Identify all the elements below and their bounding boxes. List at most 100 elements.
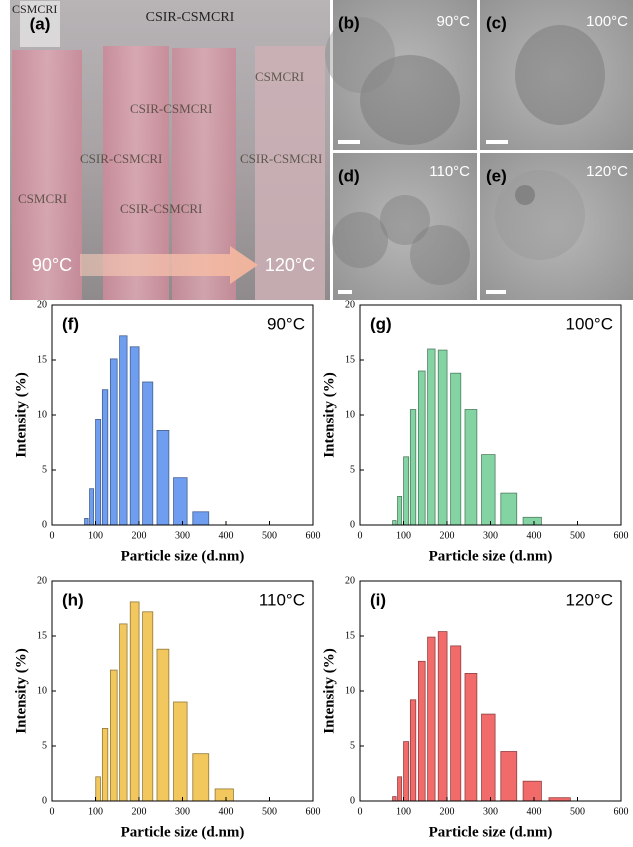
bar xyxy=(119,335,128,526)
bar xyxy=(101,728,109,802)
y-tick-label: 5 xyxy=(350,740,355,751)
x-tick-label: 600 xyxy=(306,530,321,541)
y-axis-title: Intensity (%) xyxy=(13,372,29,457)
bar xyxy=(392,796,397,802)
bar xyxy=(173,701,188,802)
y-tick-label: 0 xyxy=(350,519,355,530)
temp-start: 90°C xyxy=(32,255,72,275)
scale-bar xyxy=(338,140,360,144)
panel-temp: 110°C xyxy=(259,590,305,609)
bar xyxy=(142,381,154,526)
bar xyxy=(119,623,128,802)
y-tick-label: 15 xyxy=(37,630,47,641)
y-tick-label: 10 xyxy=(345,685,355,696)
x-tick-label: 200 xyxy=(132,530,147,541)
particle xyxy=(360,55,460,145)
panel-label: (d) xyxy=(338,166,360,185)
photo-a: (a) CSMCRI CSIR-CSMCRI CSIR-CSMCRI CSIR-… xyxy=(10,0,330,300)
bar xyxy=(101,389,109,526)
bar xyxy=(409,699,417,802)
x-tick-label: 600 xyxy=(306,806,321,817)
bar xyxy=(397,495,403,526)
panel-temp: 90°C xyxy=(267,314,305,333)
bar xyxy=(192,511,210,526)
y-tick-label: 20 xyxy=(37,575,47,586)
x-tick-label: 400 xyxy=(219,806,234,817)
bar xyxy=(156,429,170,526)
particle xyxy=(325,17,395,93)
panel-temp: 90°C xyxy=(436,13,470,30)
panel-label: (a) xyxy=(30,14,51,33)
particle xyxy=(495,170,585,260)
y-tick-label: 15 xyxy=(345,354,355,365)
x-tick-label: 200 xyxy=(440,530,455,541)
x-tick-label: 0 xyxy=(50,530,55,541)
x-tick-label: 400 xyxy=(527,806,542,817)
bar xyxy=(481,713,496,802)
bar xyxy=(437,349,448,526)
y-tick-label: 20 xyxy=(37,299,47,310)
tem-image xyxy=(333,153,477,300)
y-tick-label: 0 xyxy=(350,795,355,806)
panel-label: (f) xyxy=(62,314,79,333)
bar xyxy=(156,648,170,802)
panel-temp: 100°C xyxy=(566,314,613,333)
scale-bar xyxy=(486,290,506,294)
bar xyxy=(142,611,154,802)
x-axis-title: Particle size (d.nm) xyxy=(429,548,553,564)
particle xyxy=(515,25,605,125)
bar xyxy=(409,409,417,526)
bar xyxy=(522,516,542,526)
bar xyxy=(214,788,234,802)
tem-panels: (b) 90°C (c) 100°C (d) 110°C (e) 120°C xyxy=(325,0,633,300)
x-tick-label: 0 xyxy=(358,530,363,541)
bar xyxy=(129,601,140,802)
y-tick-label: 15 xyxy=(37,354,47,365)
bar xyxy=(500,751,518,802)
x-tick-label: 500 xyxy=(570,530,585,541)
scale-bar xyxy=(338,290,352,294)
panel-label: (c) xyxy=(486,13,507,32)
watermark: CSIR-CSMCRI xyxy=(120,201,202,216)
watermark: CSIR-CSMCRI xyxy=(130,101,212,116)
x-tick-label: 100 xyxy=(88,530,103,541)
bar xyxy=(84,518,89,526)
bar xyxy=(109,669,118,802)
bar xyxy=(522,780,542,802)
particle xyxy=(380,195,430,245)
y-tick-label: 15 xyxy=(345,630,355,641)
x-tick-label: 500 xyxy=(570,806,585,817)
bar xyxy=(427,636,436,802)
particle xyxy=(515,185,535,205)
bar xyxy=(481,454,496,526)
bar xyxy=(89,488,95,526)
cuvette xyxy=(12,50,82,300)
particle xyxy=(332,212,388,268)
bar xyxy=(500,492,518,526)
x-tick-label: 0 xyxy=(358,806,363,817)
bar xyxy=(95,776,101,802)
y-tick-label: 20 xyxy=(345,299,355,310)
x-tick-label: 200 xyxy=(440,806,455,817)
panel-temp: 100°C xyxy=(586,13,628,30)
y-tick-label: 5 xyxy=(350,464,355,475)
bar xyxy=(417,370,426,526)
bar xyxy=(109,358,118,526)
x-tick-label: 400 xyxy=(219,530,234,541)
watermark: CSIR-CSMCRI xyxy=(240,151,322,166)
bar xyxy=(173,477,188,526)
scale-bar xyxy=(486,140,508,144)
x-axis-title: Particle size (d.nm) xyxy=(429,824,553,840)
panel-label: (i) xyxy=(370,590,386,609)
watermark: CSMCRI xyxy=(18,191,67,206)
y-tick-label: 5 xyxy=(42,740,47,751)
x-tick-label: 100 xyxy=(396,806,411,817)
bar xyxy=(437,631,448,802)
label-box xyxy=(20,1,60,47)
panel-label: (g) xyxy=(370,314,392,333)
x-tick-label: 400 xyxy=(527,530,542,541)
